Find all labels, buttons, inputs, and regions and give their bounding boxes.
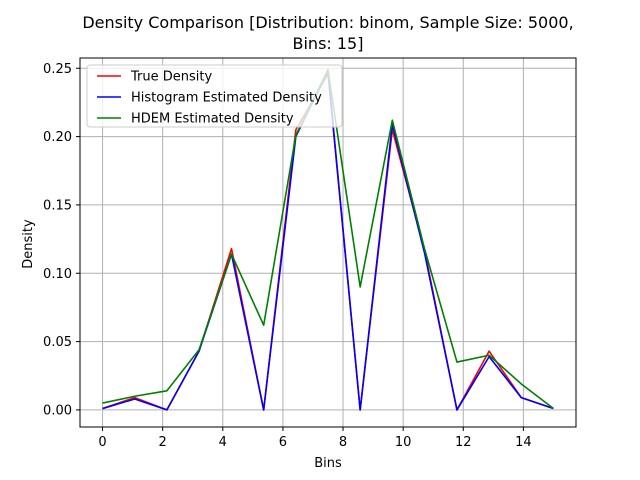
legend-box (86, 64, 343, 128)
x-tick-label: 4 (219, 435, 227, 450)
legend-label: HDEM Estimated Density (131, 112, 294, 127)
y-tick-label: 0.25 (43, 62, 72, 77)
y-axis-label: Density (21, 219, 36, 269)
y-tick-label: 0.05 (43, 335, 72, 350)
chart-title-line2: Bins: 15] (293, 34, 364, 53)
y-tick-label: 0.20 (43, 130, 72, 145)
ticks: 0 2 4 6 8 10 12 14 0.00 0.05 0.10 0.15 0.20 0.25 (43, 62, 532, 450)
y-tick-label: 0.10 (43, 267, 72, 282)
x-tick-label: 8 (339, 435, 347, 450)
x-tick-label: 10 (395, 435, 412, 450)
plot-frame (79, 57, 577, 428)
x-tick-label: 0 (98, 435, 106, 450)
x-tick-label: 2 (159, 435, 167, 450)
legend: True Density Histogram Estimated Density H… (86, 64, 343, 128)
legend-label: True Density (130, 70, 212, 85)
y-tick-label: 0.15 (43, 198, 72, 213)
x-tick-label: 14 (515, 435, 532, 450)
x-tick-label: 12 (455, 435, 472, 450)
chart-title-line1: Density Comparison [Distribution: binom,… (82, 13, 573, 32)
x-axis-label: Bins (314, 456, 342, 471)
y-tick-label: 0.00 (43, 403, 72, 418)
x-tick-label: 6 (279, 435, 287, 450)
legend-label: Histogram Estimated Density (131, 91, 322, 106)
